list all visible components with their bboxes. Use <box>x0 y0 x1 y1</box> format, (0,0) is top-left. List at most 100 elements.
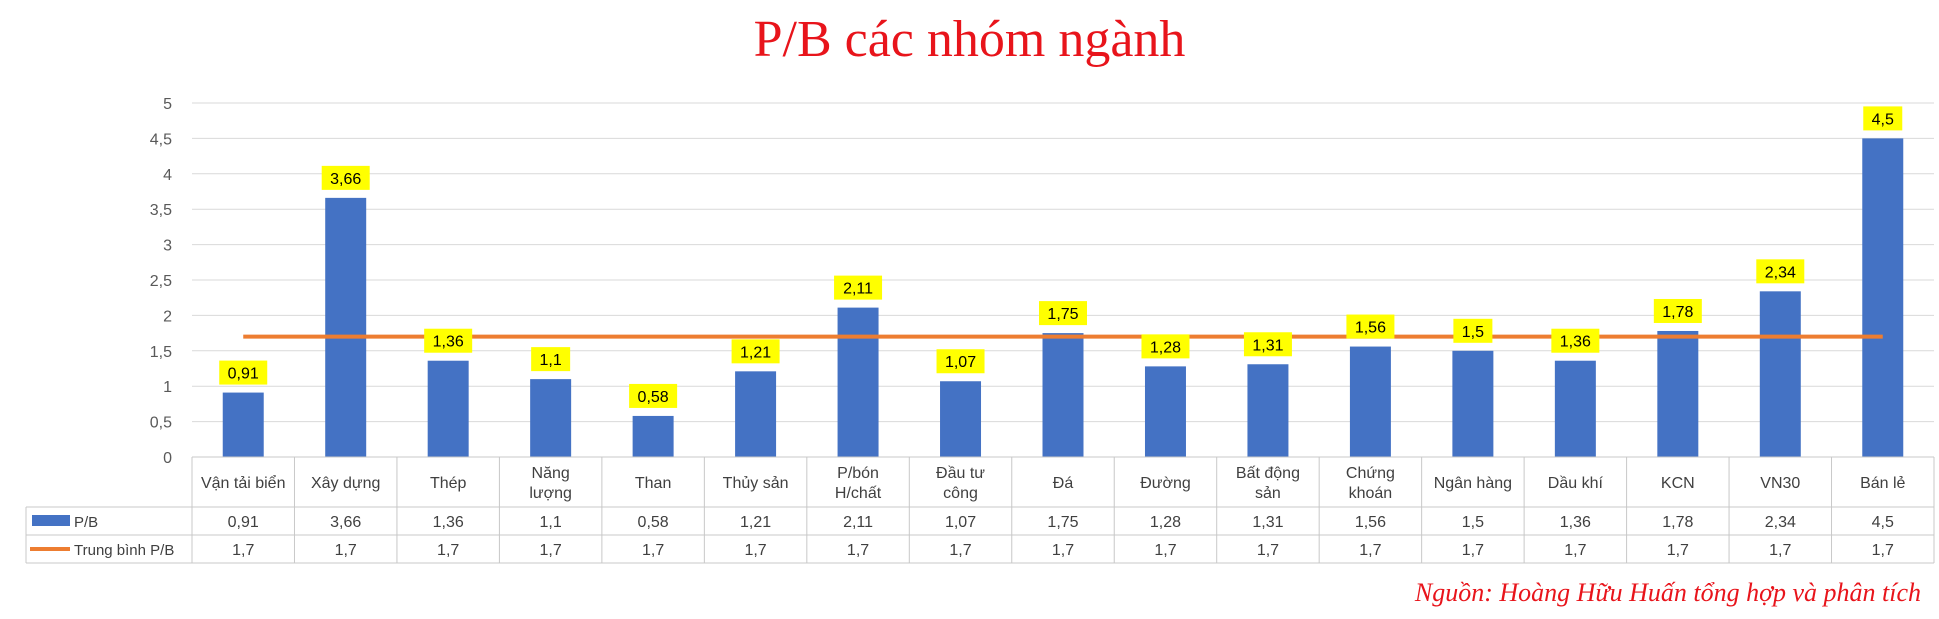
data-label-box <box>936 349 985 374</box>
data-label: 1,28 <box>1150 339 1181 356</box>
category-label: công <box>943 485 978 502</box>
data-label: 0,91 <box>228 366 259 383</box>
data-label-box <box>1141 334 1190 359</box>
data-label: 1,36 <box>1560 334 1591 351</box>
category-label: Xây dựng <box>311 475 380 492</box>
bar <box>325 197 367 457</box>
table-value-average: 1,7 <box>437 542 459 559</box>
y-tick-label: 3,5 <box>150 202 172 219</box>
data-label: 2,11 <box>843 281 873 298</box>
data-label-box <box>1863 106 1903 131</box>
data-label: 1,31 <box>1252 337 1283 354</box>
y-tick-label: 4 <box>163 167 172 184</box>
legend-key-pb <box>32 515 70 526</box>
y-tick-label: 5 <box>163 96 172 113</box>
category-label: P/bón <box>837 465 879 482</box>
table-value-pb: 1,07 <box>945 514 976 531</box>
table-value-pb: 2,11 <box>843 514 873 531</box>
data-label-box <box>629 383 678 408</box>
data-table: Vận tải biển Xây dựng Thép Năng lượng Than Thủ… <box>25 456 1935 564</box>
data-label: 2,34 <box>1765 264 1796 281</box>
data-label-box <box>1039 301 1087 326</box>
data-label-box <box>1756 259 1805 284</box>
category-label: Thép <box>430 475 467 492</box>
data-label: 1,5 <box>1462 324 1484 341</box>
data-label-box <box>321 165 370 190</box>
y-tick-label: 4,5 <box>150 131 172 148</box>
table-value-average: 1,7 <box>335 542 357 559</box>
category-label: Thủy sản <box>723 475 789 492</box>
data-labels: 0,91 3,66 1,36 1,1 0,58 1,21 2,11 1,07 1,75 1,28 1… <box>219 106 1903 408</box>
table-value-average: 1,7 <box>642 542 664 559</box>
data-label: 1,36 <box>433 334 464 351</box>
data-label-box <box>531 347 571 372</box>
category-label: Chứng <box>1346 465 1395 482</box>
category-label: Bán lẻ <box>1860 475 1905 492</box>
bar <box>1452 350 1494 457</box>
bar-series <box>222 138 1904 457</box>
data-label-box <box>1551 328 1600 353</box>
data-label: 4,5 <box>1872 111 1894 128</box>
category-label: Than <box>635 475 671 492</box>
category-label: Đá <box>1053 475 1074 492</box>
bar <box>735 371 777 457</box>
table-value-average: 1,7 <box>1769 542 1791 559</box>
table-value-average: 1,7 <box>1052 542 1074 559</box>
category-label: Bất động <box>1236 465 1300 482</box>
data-label: 3,66 <box>330 171 361 188</box>
category-label: sản <box>1255 485 1281 502</box>
bar <box>1862 138 1904 457</box>
bar <box>1657 330 1699 457</box>
bar <box>530 379 572 457</box>
category-label: Đường <box>1140 475 1191 492</box>
category-label: VN30 <box>1760 475 1800 492</box>
table-value-pb: 1,5 <box>1462 514 1484 531</box>
category-label: Đầu tư <box>936 465 985 482</box>
data-label-box <box>1453 318 1493 343</box>
data-label: 1,1 <box>540 352 562 369</box>
bar <box>1042 333 1084 457</box>
category-label: Ngân hàng <box>1434 475 1512 492</box>
y-tick-label: 3 <box>163 238 172 255</box>
table-value-pb: 1,36 <box>433 514 464 531</box>
table-value-average: 1,7 <box>1667 542 1689 559</box>
table-value-average: 1,7 <box>949 542 971 559</box>
y-tick-label: 1 <box>163 379 172 396</box>
category-label: khoán <box>1349 485 1393 502</box>
legend-label-average: Trung bình P/B <box>74 542 174 559</box>
data-label-box <box>219 360 268 385</box>
y-tick-label: 0,5 <box>150 415 172 432</box>
table-value-pb: 4,5 <box>1872 514 1894 531</box>
y-tick-label: 2 <box>163 308 172 325</box>
bar <box>632 415 674 457</box>
data-label-box <box>424 328 473 353</box>
category-label: H/chất <box>835 485 882 502</box>
table-value-pb: 1,1 <box>540 514 562 531</box>
table-value-average: 1,7 <box>1257 542 1279 559</box>
data-label-box <box>731 339 780 364</box>
table-value-pb: 1,31 <box>1252 514 1283 531</box>
data-label: 1,78 <box>1662 304 1693 321</box>
bar <box>1759 291 1801 457</box>
table-value-average: 1,7 <box>1872 542 1894 559</box>
y-axis: 0 0,5 1 1,5 2 2,5 3 3,5 4 4,5 5 <box>150 96 172 467</box>
table-value-average: 1,7 <box>847 542 869 559</box>
data-label: 1,21 <box>740 344 771 361</box>
table-value-pb: 1,78 <box>1662 514 1693 531</box>
data-label: 0,58 <box>638 389 669 406</box>
legend-label-pb: P/B <box>74 514 98 531</box>
table-value-pb: 1,56 <box>1355 514 1386 531</box>
bar <box>222 392 264 457</box>
table-value-pb: 0,91 <box>228 514 259 531</box>
table-value-average: 1,7 <box>1154 542 1176 559</box>
table-value-average: 1,7 <box>1462 542 1484 559</box>
category-label: Vận tải biển <box>201 474 286 492</box>
category-label: KCN <box>1661 475 1695 492</box>
category-label: Dầu khí <box>1548 475 1604 492</box>
table-value-average: 1,7 <box>1359 542 1381 559</box>
category-label: Năng <box>532 465 570 482</box>
source-note: Nguồn: Hoàng Hữu Huấn tổng hợp và phân t… <box>1414 578 1921 607</box>
table-value-pb: 0,58 <box>638 514 669 531</box>
y-tick-label: 2,5 <box>150 273 172 290</box>
data-label: 1,07 <box>945 354 976 371</box>
